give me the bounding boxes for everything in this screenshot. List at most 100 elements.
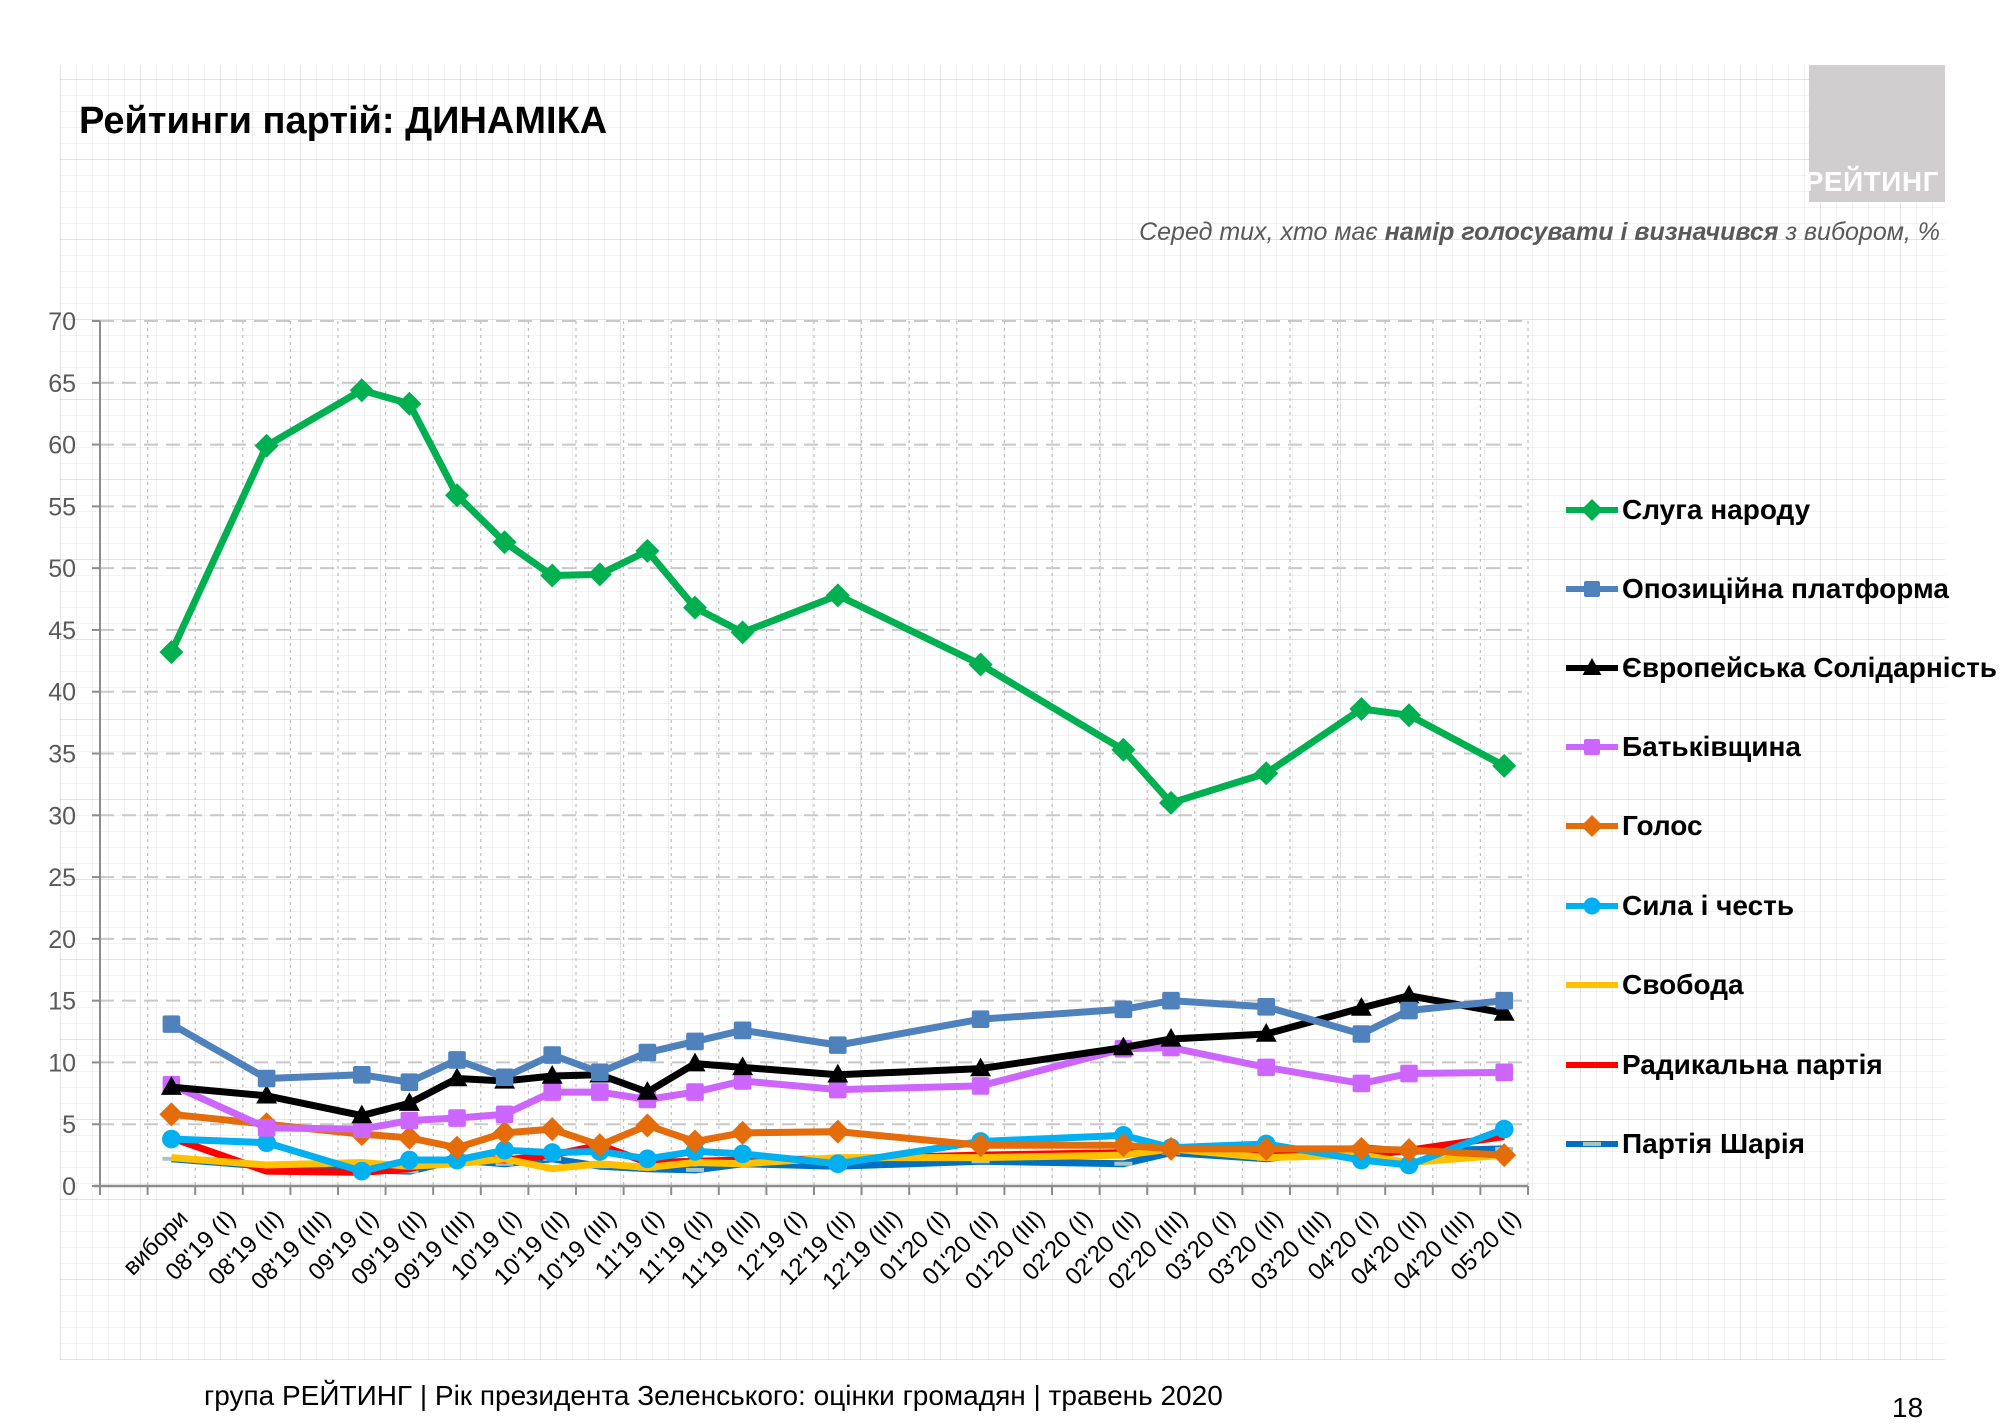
circle-marker — [638, 1149, 657, 1169]
triangle-marker — [541, 1065, 563, 1084]
triangle-marker — [256, 1084, 278, 1104]
diamond-marker — [1254, 761, 1279, 786]
square-marker — [448, 1051, 466, 1069]
diamond-marker — [1159, 790, 1183, 815]
diamond-marker — [1254, 1136, 1279, 1161]
legend-label: Радикальна партія — [1622, 1049, 1883, 1080]
legend-swatch — [1566, 739, 1618, 755]
diamond-marker — [1581, 499, 1603, 521]
slide-background — [60, 65, 1945, 1360]
subtitle-part: з вибором, % — [1778, 218, 1940, 246]
diamond-marker — [1111, 1133, 1136, 1158]
legend-swatch — [1566, 982, 1618, 988]
diamond-marker — [254, 433, 279, 458]
legend-swatch — [1566, 1062, 1618, 1068]
legend-label: Партія Шарія — [1622, 1128, 1805, 1159]
legend-label: Сила і честь — [1622, 890, 1795, 921]
circle-marker — [1399, 1155, 1419, 1175]
diamond-marker — [397, 1125, 422, 1150]
diamond-marker — [445, 483, 469, 508]
circle-marker — [1494, 1119, 1514, 1139]
circle-marker — [828, 1154, 848, 1174]
triangle-marker — [732, 1056, 754, 1076]
diamond-marker — [683, 595, 707, 620]
y-tick-label: 45 — [48, 617, 76, 645]
y-tick-label: 70 — [48, 308, 76, 336]
chart-title: Рейтинги партій: ДИНАМІКА — [79, 100, 608, 142]
diamond-marker — [1397, 1138, 1421, 1163]
triangle-marker — [398, 1092, 420, 1111]
circle-marker — [400, 1150, 419, 1170]
chart-subtitle: Серед тих, хто має намір голосувати і ви… — [1139, 218, 1940, 247]
diamond-marker — [1111, 737, 1136, 762]
diamond-marker — [587, 1133, 612, 1158]
y-tick-label: 60 — [48, 432, 76, 460]
dash-marker — [686, 1167, 704, 1172]
square-marker — [1352, 1074, 1371, 1093]
y-tick-label: 55 — [48, 493, 76, 521]
legend-item: Батьківщина — [1566, 727, 1801, 767]
diamond-marker — [635, 538, 660, 563]
triangle-marker — [351, 1104, 373, 1124]
diamond-marker — [683, 1129, 707, 1154]
diamond-marker — [730, 1120, 755, 1145]
diamond-marker — [492, 530, 517, 555]
square-marker — [591, 1063, 609, 1082]
diamond-marker — [159, 640, 184, 665]
circle-marker — [495, 1140, 514, 1160]
legend-swatch — [1566, 658, 1618, 675]
triangle-marker — [1493, 1002, 1515, 1021]
y-tick-label: 30 — [48, 802, 76, 830]
square-marker — [400, 1073, 419, 1091]
square-marker — [257, 1119, 276, 1137]
circle-marker — [447, 1150, 467, 1170]
triangle-marker — [684, 1052, 706, 1072]
square-marker — [400, 1111, 419, 1130]
rating-logo: РЕЙТИНГ — [1805, 65, 1945, 202]
diamond-marker — [635, 1113, 660, 1138]
square-marker — [1495, 991, 1513, 1010]
square-marker — [1257, 1058, 1275, 1077]
square-marker — [495, 1068, 514, 1087]
triangle-marker — [970, 1057, 992, 1077]
triangle-marker — [1350, 997, 1372, 1016]
legend-item: Свобода — [1566, 965, 1744, 1005]
square-marker — [1400, 1064, 1418, 1083]
square-marker — [829, 1080, 847, 1099]
diamond-marker — [730, 620, 755, 645]
diamond-marker — [587, 562, 612, 587]
triangle-marker — [1398, 984, 1420, 1004]
legend-swatch — [1566, 1141, 1618, 1147]
diamond-marker — [968, 652, 993, 677]
y-tick-label: 50 — [48, 555, 76, 583]
triangle-marker — [636, 1081, 658, 1100]
footer-text: група РЕЙТИНГ | Рік президента Зеленсько… — [204, 1380, 1223, 1411]
diamond-marker — [1159, 1136, 1183, 1161]
square-marker — [971, 1010, 990, 1028]
diamond-marker — [1349, 1136, 1374, 1161]
diamond-marker — [397, 391, 422, 416]
legend-item: Опозиційна платформа — [1566, 569, 1949, 609]
triangle-marker — [1582, 658, 1602, 675]
square-marker — [971, 1077, 990, 1095]
series-4 — [162, 1038, 1513, 1138]
triangle-marker — [1160, 1027, 1182, 1047]
square-marker — [829, 1036, 847, 1054]
triangle-marker — [446, 1067, 468, 1087]
square-marker — [1495, 1063, 1513, 1082]
diamond-marker — [159, 1102, 184, 1127]
logo-text: РЕЙТИНГ — [1804, 166, 1939, 197]
square-marker — [591, 1083, 609, 1101]
legend-swatch — [1566, 499, 1618, 521]
diamond-marker — [492, 1120, 517, 1145]
square-marker — [162, 1015, 181, 1033]
diamond-marker — [540, 563, 565, 588]
subtitle-bold-part: намір голосувати і визначився — [1384, 218, 1779, 246]
series-1 — [159, 378, 1517, 815]
square-marker — [1114, 1000, 1133, 1019]
y-tick-label: 25 — [48, 864, 76, 892]
diamond-marker — [445, 1135, 469, 1160]
y-tick-label: 5 — [62, 1111, 76, 1139]
square-marker — [1584, 739, 1600, 755]
